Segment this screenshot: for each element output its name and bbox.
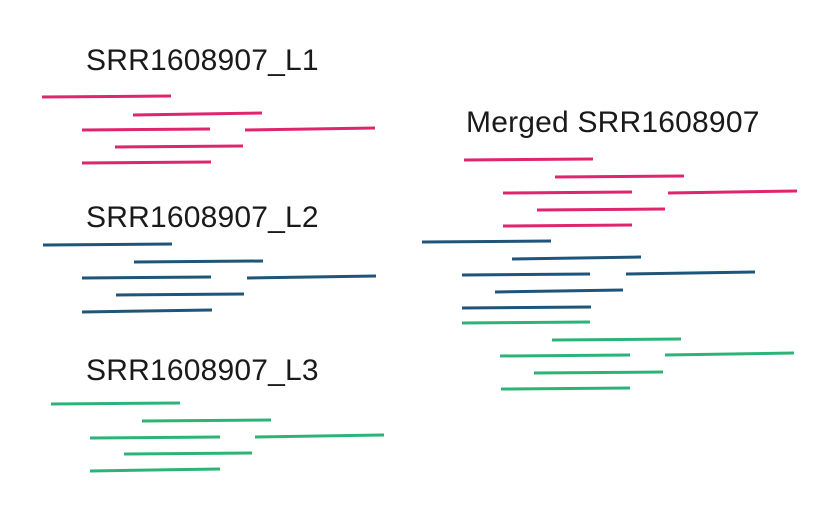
read-segment	[50, 401, 181, 406]
read-segment	[625, 270, 756, 276]
read-segment	[551, 337, 682, 342]
read-segment	[667, 189, 798, 195]
label-l3: SRR1608907_L3	[86, 354, 319, 387]
read-segment	[254, 433, 385, 439]
read-segment	[664, 351, 795, 357]
read-segment	[114, 144, 244, 149]
read-segment	[141, 418, 272, 423]
read-segment	[81, 308, 213, 314]
read-segment	[421, 239, 552, 244]
read-segment	[502, 223, 633, 228]
read-segment	[500, 386, 631, 391]
read-segment	[123, 451, 253, 456]
read-segment	[502, 190, 633, 195]
read-segment	[81, 275, 212, 280]
read-segment	[533, 370, 664, 375]
reads-group-l3	[50, 401, 385, 473]
reads-group-l1	[41, 94, 376, 165]
read-segment	[554, 174, 685, 179]
reads-group-l2	[42, 242, 377, 314]
read-segment	[246, 274, 377, 280]
read-segment	[81, 160, 212, 165]
read-segment	[494, 288, 624, 294]
read-segment	[89, 467, 221, 473]
read-segment	[42, 242, 173, 247]
read-segment	[461, 320, 591, 325]
reads-group-merged	[421, 157, 798, 391]
label-l1: SRR1608907_L1	[86, 44, 319, 77]
read-segment	[81, 127, 211, 132]
read-segment	[536, 207, 666, 212]
read-segment	[89, 435, 221, 440]
read-segment	[244, 126, 376, 132]
read-segment	[41, 94, 172, 99]
read-segment	[132, 111, 263, 117]
read-segment	[463, 157, 594, 162]
read-segment	[511, 255, 642, 261]
read-segment	[461, 305, 592, 310]
read-segment	[115, 292, 245, 297]
read-segment	[499, 353, 631, 358]
label-l2: SRR1608907_L2	[86, 201, 319, 234]
label-merged: Merged SRR1608907	[466, 106, 760, 139]
read-segment	[461, 272, 591, 277]
read-segment	[133, 259, 264, 264]
